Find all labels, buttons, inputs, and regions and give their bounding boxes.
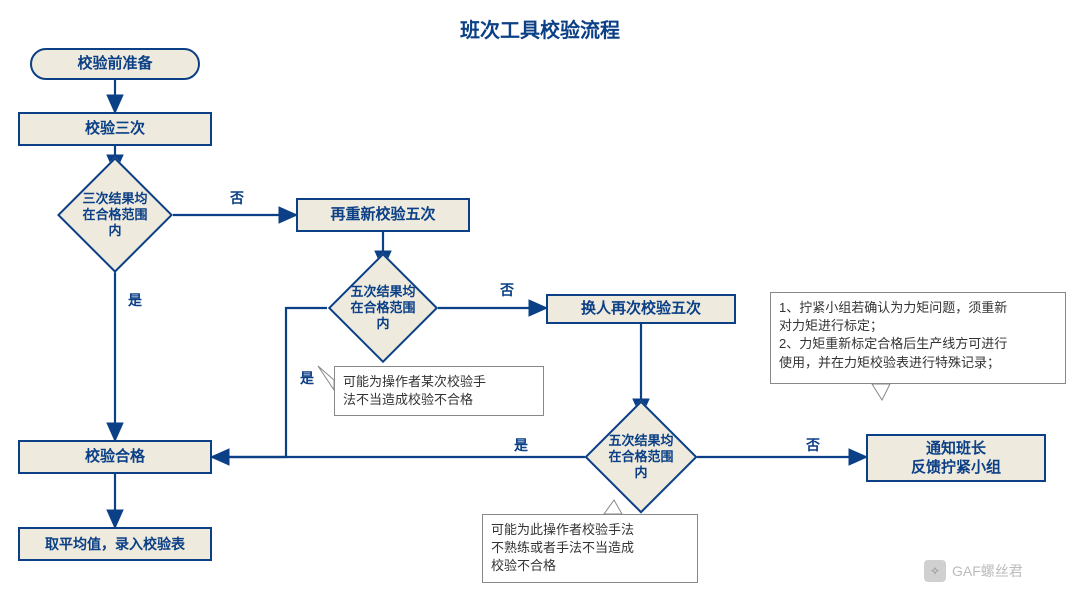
callout-text: 1、拧紧小组若确认为力矩问题，须重新对力矩进行标定；2、力矩重新标定合格后生产线… xyxy=(779,300,1007,370)
callout-operator-technique-1: 可能为操作者某次校验手法不当造成校验不合格 xyxy=(334,366,544,416)
node-calibrate-3: 校验三次 xyxy=(18,112,212,146)
decision-swap-5-pass: 五次结果均在合格范围内 xyxy=(601,417,681,497)
node-label: 再重新校验五次 xyxy=(330,205,435,225)
edge-label-yes-1: 是 xyxy=(128,290,142,310)
node-pass: 校验合格 xyxy=(18,440,212,474)
node-label: 通知班长反馈拧紧小组 xyxy=(911,439,1001,478)
node-label: 换人再次校验五次 xyxy=(581,299,701,319)
edge-label-no-1: 否 xyxy=(230,188,244,208)
watermark: ✧ GAF螺丝君 xyxy=(924,560,1023,582)
node-label: 校验前准备 xyxy=(77,54,152,74)
node-swap-person-5: 换人再次校验五次 xyxy=(546,294,736,324)
node-label: 取平均值，录入校验表 xyxy=(45,535,185,553)
callout-torque-recal-notes: 1、拧紧小组若确认为力矩问题，须重新对力矩进行标定；2、力矩重新标定合格后生产线… xyxy=(770,292,1066,384)
node-label: 校验三次 xyxy=(85,119,145,139)
callout-text: 可能为此操作者校验手法不熟练或者手法不当造成校验不合格 xyxy=(491,522,634,573)
node-label: 五次结果均在合格范围内 xyxy=(608,433,673,482)
edge-label-no-2: 否 xyxy=(500,280,514,300)
node-label: 校验合格 xyxy=(85,447,145,467)
decision-5-results-pass: 五次结果均在合格范围内 xyxy=(344,269,422,347)
node-preparation: 校验前准备 xyxy=(30,48,200,80)
watermark-text: GAF螺丝君 xyxy=(952,561,1023,581)
callout-text: 可能为操作者某次校验手法不当造成校验不合格 xyxy=(343,374,486,407)
decision-3-results-pass: 三次结果均在合格范围内 xyxy=(74,174,156,256)
wechat-icon: ✧ xyxy=(924,560,946,582)
node-label: 三次结果均在合格范围内 xyxy=(83,191,148,240)
edge-label-yes-2: 是 xyxy=(300,368,314,388)
node-label: 五次结果均在合格范围内 xyxy=(350,284,415,333)
edge-label-no-3: 否 xyxy=(806,435,820,455)
node-average-record: 取平均值，录入校验表 xyxy=(18,527,212,561)
node-recalibrate-5: 再重新校验五次 xyxy=(296,198,470,232)
edge-label-yes-3: 是 xyxy=(514,435,528,455)
page-title: 班次工具校验流程 xyxy=(0,14,1080,43)
node-notify-leader: 通知班长反馈拧紧小组 xyxy=(866,434,1046,482)
callout-operator-technique-2: 可能为此操作者校验手法不熟练或者手法不当造成校验不合格 xyxy=(482,514,698,583)
